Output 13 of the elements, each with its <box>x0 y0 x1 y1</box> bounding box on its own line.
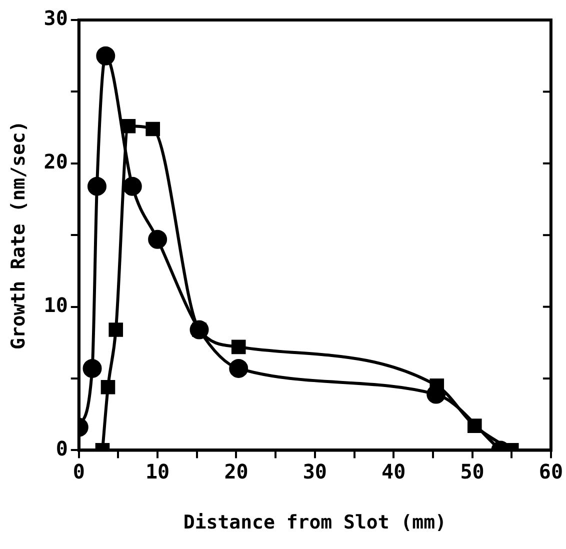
y-tick-label: 20 <box>44 150 68 174</box>
x-tick-label: 30 <box>302 459 327 484</box>
y-tick-label: 10 <box>44 293 68 318</box>
x-axis-title: Distance from Slot (mm) <box>183 512 446 534</box>
y-tick-label: 0 <box>56 436 68 460</box>
x-tick-label: 10 <box>146 459 170 484</box>
y-axis-title: Growth Rate (nm/sec) <box>7 120 30 350</box>
x-tick-label: 0 <box>72 459 85 484</box>
x-tick-label: 20 <box>224 459 248 484</box>
x-tick-label: 40 <box>382 459 406 484</box>
x-tick-label: 50 <box>460 459 484 484</box>
y-tick-label: 30 <box>44 6 68 30</box>
x-tick-label: 60 <box>538 459 564 484</box>
